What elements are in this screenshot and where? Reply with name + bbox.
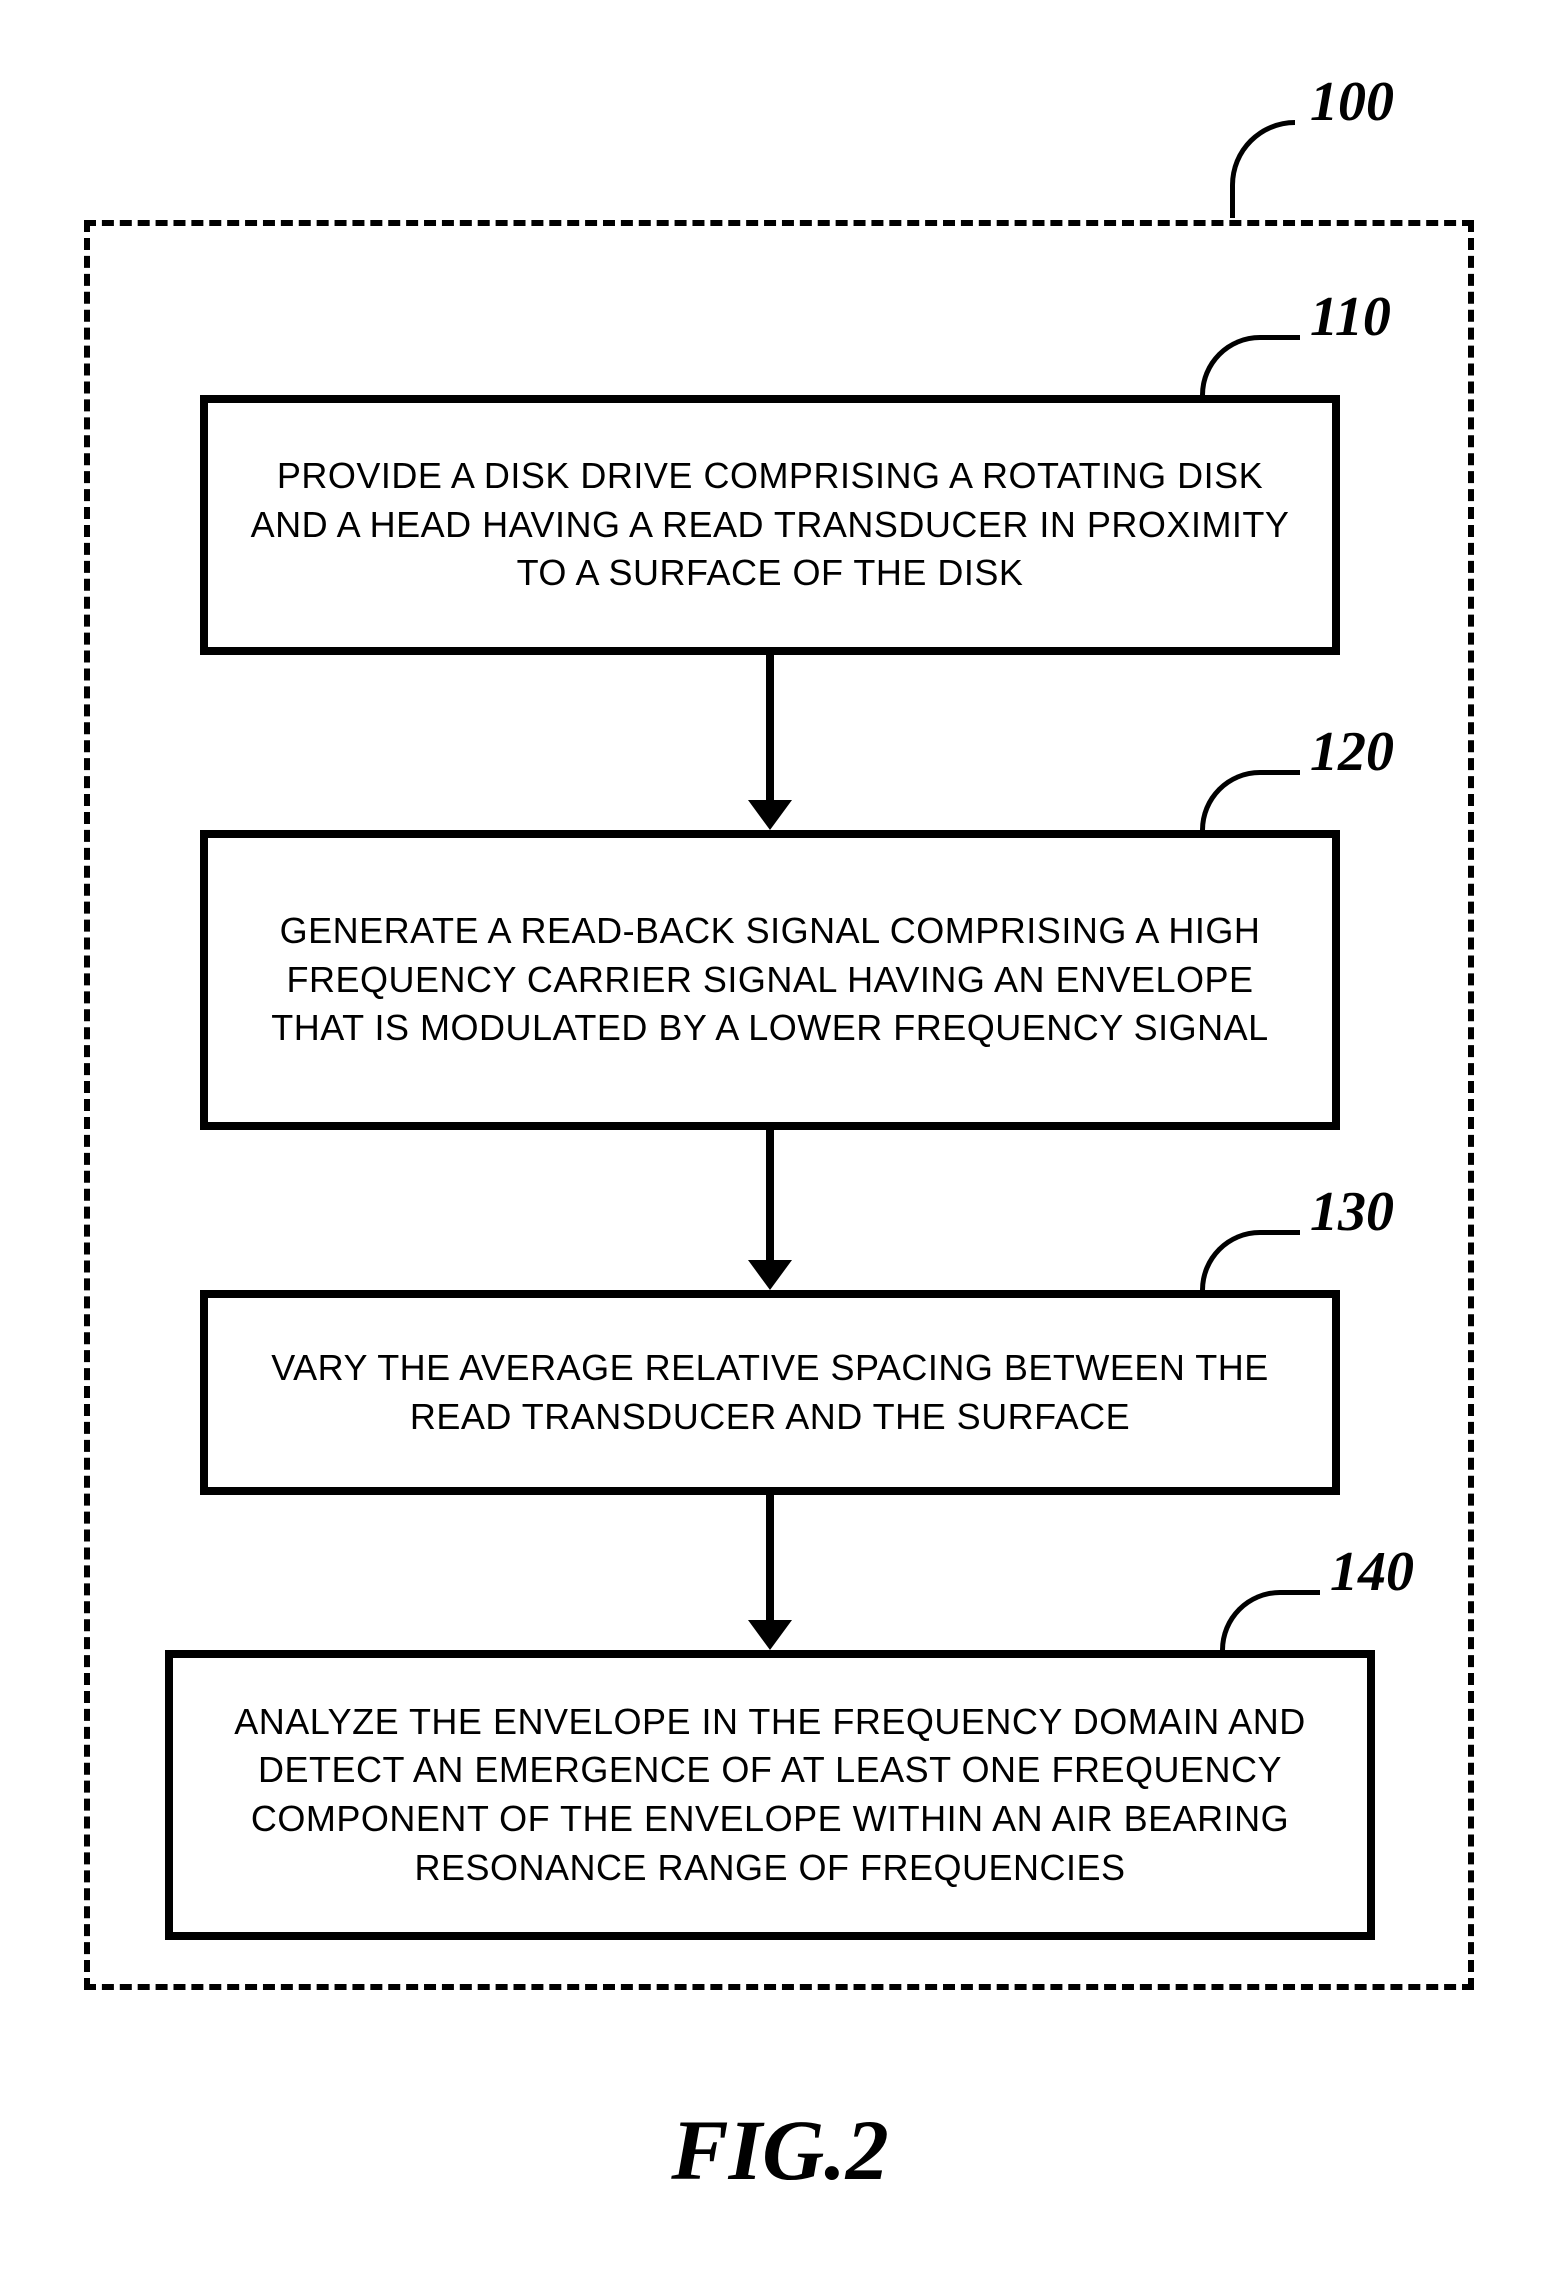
flowchart-step-text: VARY THE AVERAGE RELATIVE SPACING BETWEE… [236,1344,1304,1441]
arrow-head-icon [748,1620,792,1650]
flowchart-step-text: ANALYZE THE ENVELOPE IN THE FREQUENCY DO… [201,1698,1339,1892]
arrow-line [766,655,774,800]
arrow-line [766,1495,774,1620]
ref-label-110: 110 [1310,285,1391,349]
flowchart-step-140: ANALYZE THE ENVELOPE IN THE FREQUENCY DO… [165,1650,1375,1940]
ref-label-120: 120 [1310,720,1394,784]
flowchart-step-text: GENERATE A READ-BACK SIGNAL COMPRISING A… [236,907,1304,1053]
ref-label-100: 100 [1310,70,1394,134]
ref-label-140: 140 [1330,1540,1414,1604]
ref-leader-arc [1230,120,1295,218]
figure-canvas: 100 PROVIDE A DISK DRIVE COMPRISING A RO… [0,0,1548,2284]
flowchart-step-text: PROVIDE A DISK DRIVE COMPRISING A ROTATI… [236,452,1304,598]
flowchart-step-130: VARY THE AVERAGE RELATIVE SPACING BETWEE… [200,1290,1340,1495]
figure-caption: FIG.2 [580,2100,980,2200]
arrow-line [766,1130,774,1260]
flowchart-step-110: PROVIDE A DISK DRIVE COMPRISING A ROTATI… [200,395,1340,655]
arrow-head-icon [748,800,792,830]
ref-label-130: 130 [1310,1180,1394,1244]
flowchart-step-120: GENERATE A READ-BACK SIGNAL COMPRISING A… [200,830,1340,1130]
arrow-head-icon [748,1260,792,1290]
